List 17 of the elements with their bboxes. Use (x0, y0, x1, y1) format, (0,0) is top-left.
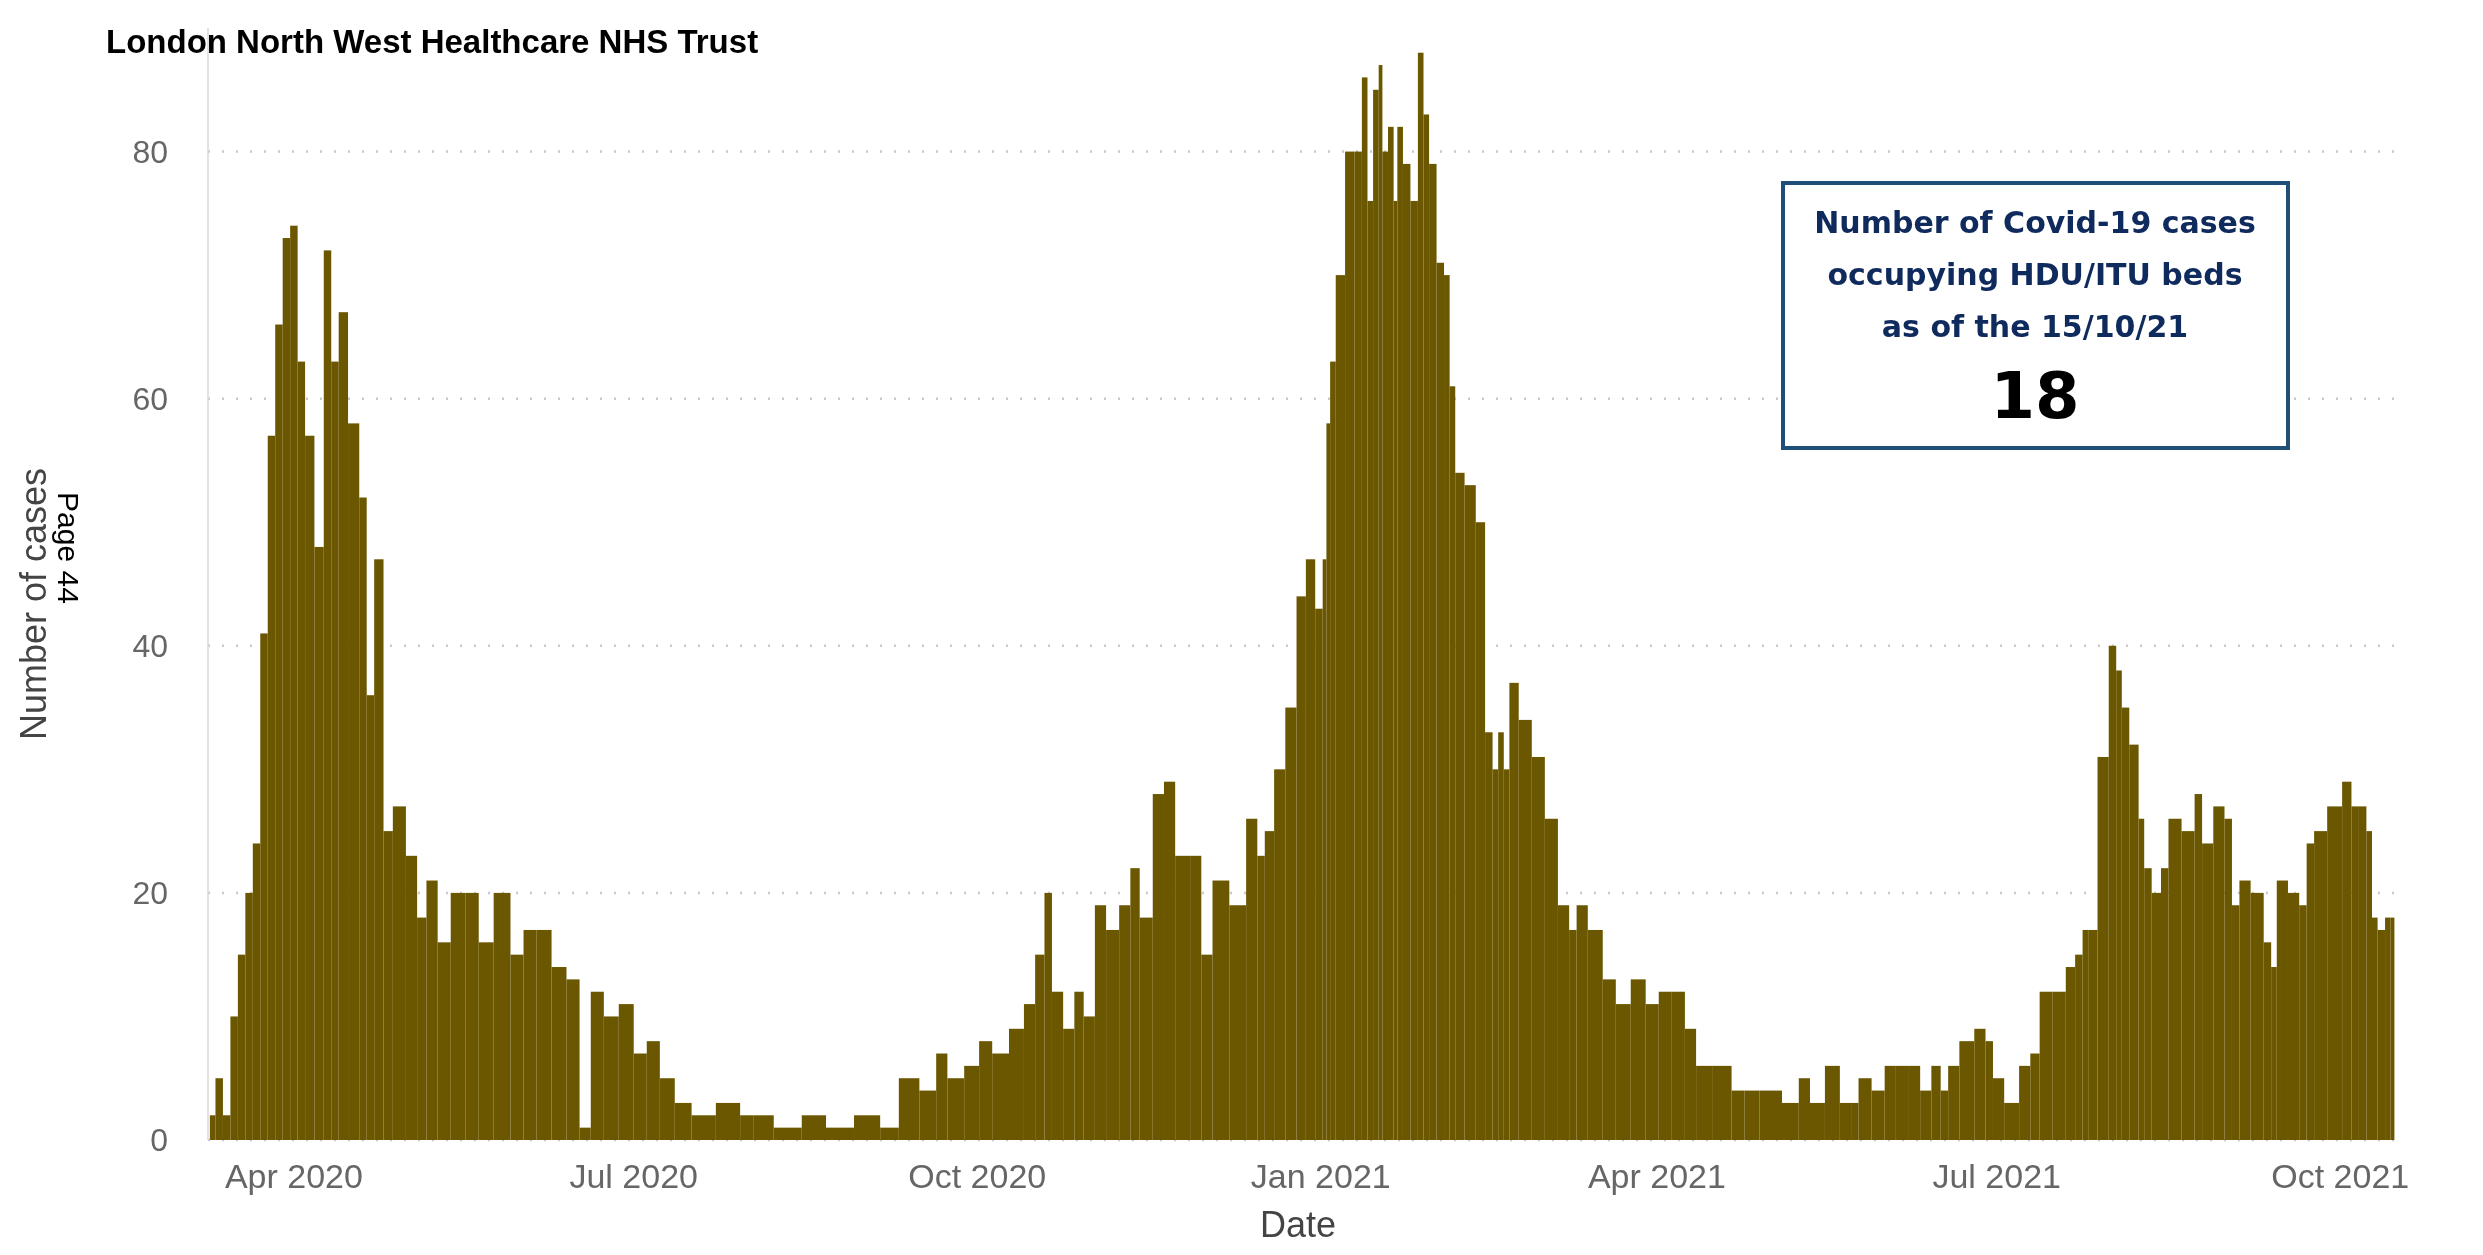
annotation: 18 (1990, 359, 2080, 433)
y-tick-label: 40 (132, 627, 168, 664)
y-tick-label: 0 (150, 1122, 168, 1159)
y-tick-label: 60 (132, 380, 168, 417)
x-tick-label: Jan 2021 (1250, 1157, 1391, 1195)
chart-title: London North West Healthcare NHS Trust (106, 23, 759, 60)
x-tick-label: Apr 2020 (224, 1157, 363, 1195)
x-tick-label: Oct 2020 (908, 1157, 1047, 1195)
x-tick-label: Oct 2021 (2271, 1157, 2410, 1195)
annotation: Number of Covid-19 cases occupying HDU/ITU beds as of the 15/10/21 (1814, 205, 2256, 344)
x-axis-title: Date (1259, 1204, 1337, 1245)
text: Page 44 (52, 492, 85, 604)
x-tick-label: Apr 2021 (1587, 1157, 1726, 1195)
y-tick-label: 80 (132, 133, 168, 170)
x-tick-label: Jul 2021 (1932, 1157, 2061, 1195)
y-tick-label: 20 (132, 875, 168, 912)
x-tick-label: Jul 2020 (569, 1157, 698, 1195)
